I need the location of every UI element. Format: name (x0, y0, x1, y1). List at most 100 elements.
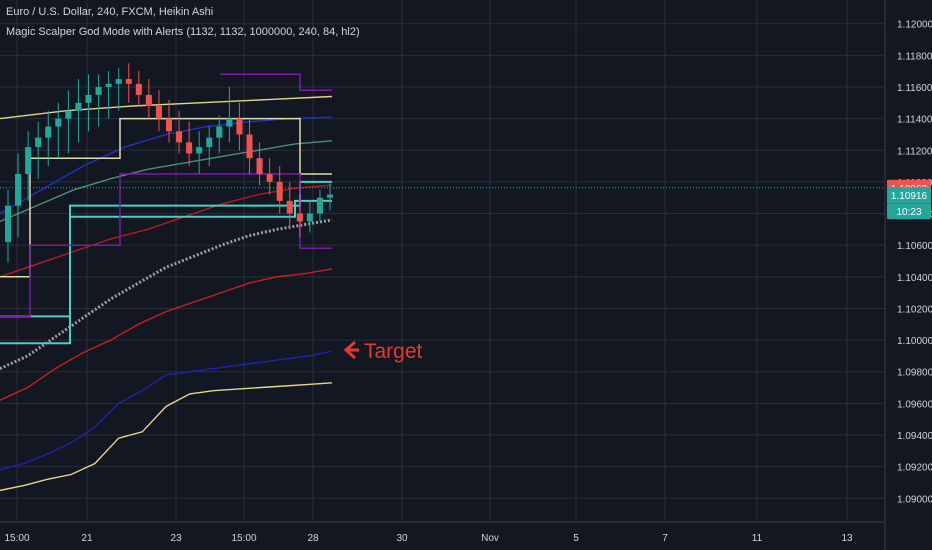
candle (95, 74, 102, 127)
candle-body (206, 137, 213, 148)
candle-body (45, 126, 52, 138)
candle (15, 153, 22, 238)
candle (115, 68, 122, 111)
candle-body (55, 118, 62, 127)
candle-body (75, 102, 82, 111)
time-tick-label: 5 (573, 533, 579, 544)
price-tick-label: 1.12000 (897, 20, 932, 31)
indicator-line (0, 382, 333, 492)
candle-body (4, 205, 12, 243)
candle (65, 90, 72, 154)
candle-body (226, 118, 233, 127)
candle (176, 110, 183, 154)
time-axis: 15:00 21 23 15:00 28 30 Nov 5 7 11 13 (0, 521, 885, 544)
price-tick-label: 1.11600 (897, 83, 932, 94)
price-tick-label: 1.09600 (897, 399, 932, 410)
countdown-badge: 10:23 (887, 203, 931, 220)
candle-body (266, 174, 273, 182)
time-tick-label: 21 (81, 533, 93, 544)
indicator-line (0, 218, 333, 370)
time-tick-label: 15:00 (4, 533, 29, 544)
candle (216, 115, 223, 154)
candle-body (296, 213, 303, 222)
candle-body (25, 147, 32, 174)
candle (125, 63, 132, 103)
candle (226, 87, 233, 143)
candle (296, 194, 303, 238)
time-tick-label: 13 (841, 533, 853, 544)
candle-body (165, 118, 173, 132)
candle-body (65, 110, 72, 119)
target-annotation: Target (343, 340, 423, 363)
candle (266, 158, 273, 195)
price-tick-label: 1.11400 (897, 115, 932, 126)
indicator-lines (0, 95, 333, 492)
price-tick-label: 1.10200 (897, 304, 932, 315)
candle-body (145, 94, 152, 106)
indicator-line (0, 116, 333, 215)
candle (276, 166, 283, 214)
time-tick-label: Nov (481, 533, 499, 544)
current-price-badge-bg (887, 187, 931, 204)
candle (25, 131, 32, 201)
arrow-left-icon (343, 340, 359, 360)
candle-body (105, 83, 112, 87)
candle (326, 181, 334, 211)
indicator-line (0, 95, 333, 120)
candle-body (15, 174, 22, 206)
candle-body (236, 118, 243, 135)
candle (286, 181, 293, 230)
candle-body (176, 131, 183, 143)
candle (306, 200, 313, 233)
candle (55, 102, 62, 159)
candle-body (326, 194, 334, 198)
current-price-badge: 1.10916 (887, 187, 931, 204)
indicator-line (0, 268, 333, 401)
time-tick-label: 23 (170, 533, 182, 544)
price-tick-label: 1.09800 (897, 368, 932, 379)
price-tick-label: 1.11800 (897, 51, 932, 62)
indicator-line (0, 140, 333, 223)
candle-body (115, 79, 122, 84)
price-tick-label: 1.10400 (897, 273, 932, 284)
candle (246, 118, 253, 174)
candle-body (196, 147, 203, 154)
candle-body (85, 94, 92, 103)
price-tick-label: 1.09400 (897, 431, 932, 442)
candle (105, 71, 112, 119)
candle (316, 189, 323, 222)
candle (236, 102, 243, 151)
candle-body (316, 197, 323, 214)
candle (256, 142, 263, 186)
candle (186, 121, 193, 167)
step-level-line (0, 180, 332, 318)
candle (145, 79, 152, 119)
time-tick-label: 7 (662, 533, 668, 544)
target-label: Target (364, 340, 423, 363)
candle (35, 121, 42, 179)
price-tick-label: 1.10000 (897, 336, 932, 347)
step-level-line (220, 73, 332, 91)
candle-body (256, 158, 263, 174)
price-tick-label: 1.09200 (897, 463, 932, 474)
indicator-legend[interactable]: Magic Scalper God Mode with Alerts (1132… (6, 26, 360, 38)
candle (206, 126, 213, 167)
candle-body (35, 137, 42, 148)
indicator-line (0, 350, 333, 471)
candle (196, 131, 203, 174)
candle-body (135, 83, 142, 95)
time-tick-label: 15:00 (231, 533, 256, 544)
chart-grid (0, 0, 885, 522)
candle-body (216, 126, 223, 138)
candle (75, 79, 82, 143)
candle-body (246, 134, 253, 159)
symbol-legend[interactable]: Euro / U.S. Dollar, 240, FXCM, Heikin As… (6, 6, 214, 18)
candle-body (95, 87, 102, 95)
candle (165, 99, 173, 143)
countdown-badge-bg (887, 203, 931, 220)
candle (155, 90, 162, 132)
heikin-ashi-candles (4, 63, 334, 263)
step-level-line (0, 199, 332, 345)
time-tick-label: 11 (752, 533, 763, 544)
